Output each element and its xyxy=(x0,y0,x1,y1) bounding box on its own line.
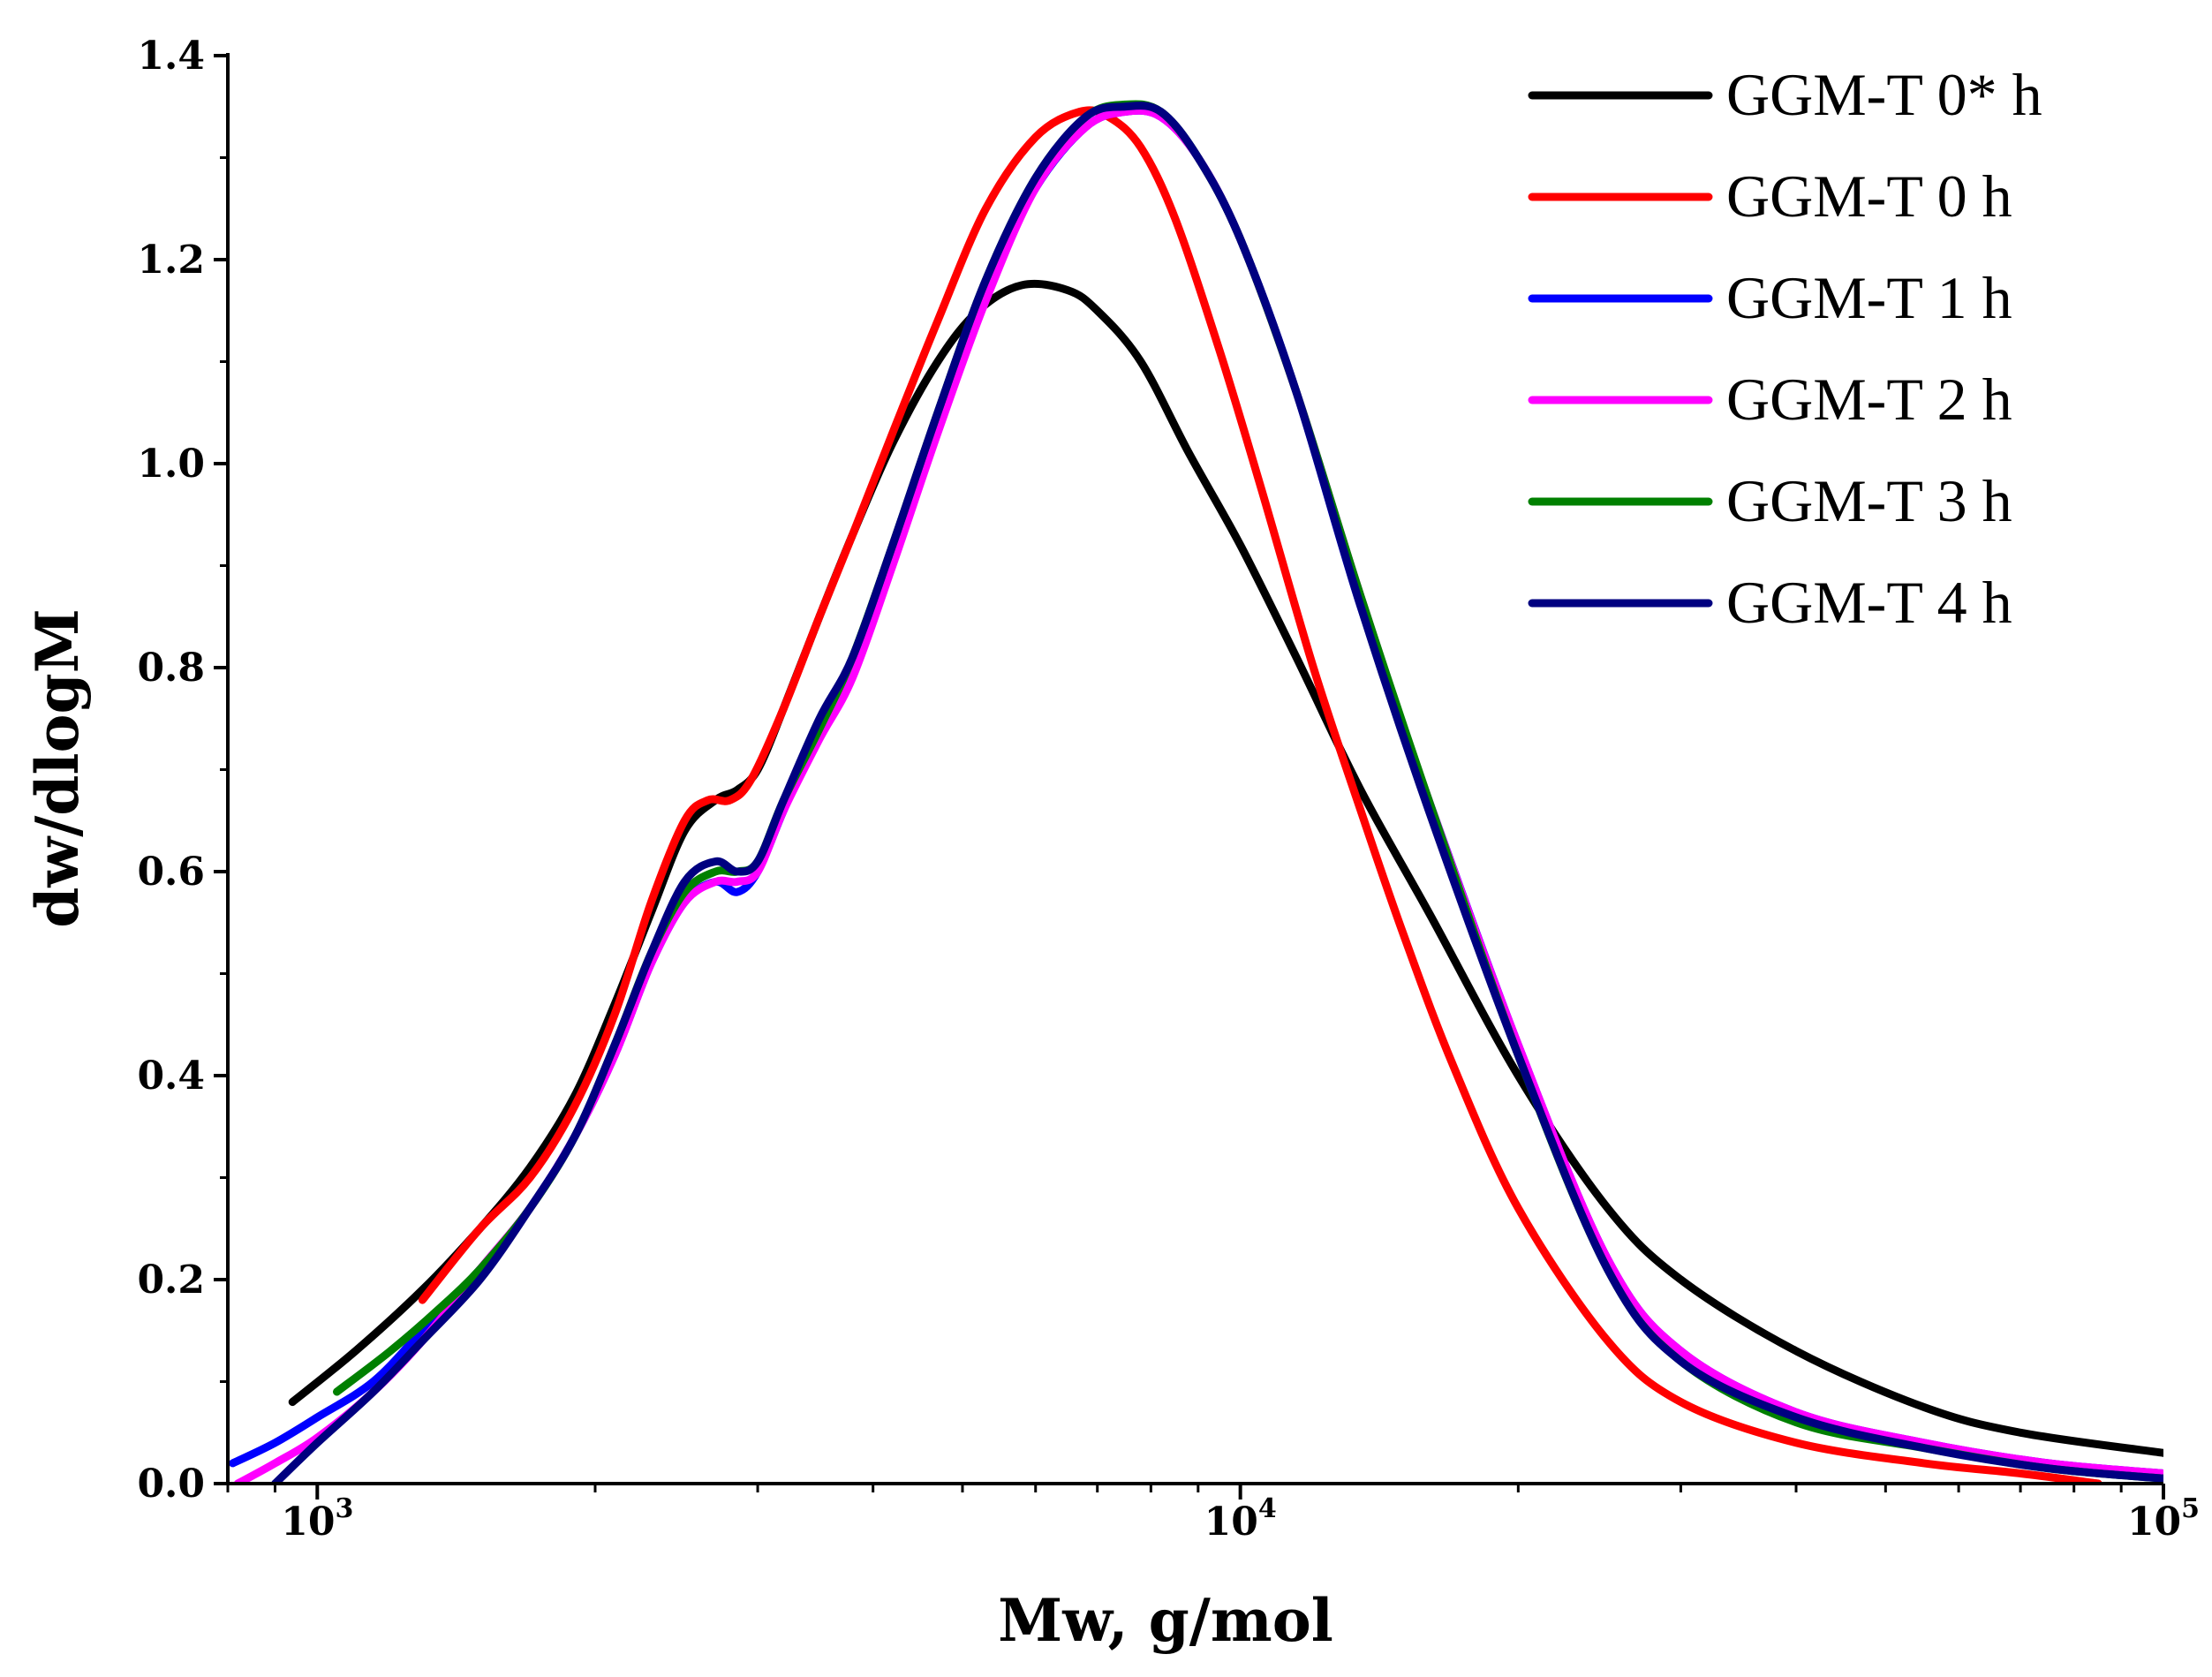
y-axis-title: dw/dlogM xyxy=(23,608,92,928)
legend-label-4: GGM-T 3 h xyxy=(1726,467,2012,534)
y-tick-label: 0.8 xyxy=(137,646,205,691)
axes: 0.0 0.2 0.4 0.6 0.8 1.0 1.2 1.4 103 104 105 xyxy=(137,34,2200,1545)
legend: GGM-T 0* h GGM-T 0 h GGM-T 1 h GGM-T 2 h GGM… xyxy=(1528,61,2042,636)
series-line-0 xyxy=(288,279,2163,1457)
y-tick-label: 1.4 xyxy=(137,34,205,79)
series-line-5 xyxy=(271,102,2163,1484)
series-lines xyxy=(229,100,2163,1484)
x-tick-label: 104 xyxy=(1204,1493,1277,1545)
y-tick-label: 0.0 xyxy=(137,1462,205,1507)
y-tick-label: 0.2 xyxy=(137,1258,205,1303)
y-tick-label: 0.4 xyxy=(137,1054,205,1099)
x-tick-label: 103 xyxy=(281,1493,353,1545)
x-axis-title: Mw, g/mol xyxy=(998,1586,1333,1655)
y-tick-label: 1.2 xyxy=(137,238,205,283)
legend-label-1: GGM-T 0 h xyxy=(1726,162,2012,230)
y-tick-label: 0.6 xyxy=(137,850,205,895)
legend-label-0: GGM-T 0* h xyxy=(1726,61,2042,128)
legend-label-2: GGM-T 1 h xyxy=(1726,264,2012,331)
x-tick-label: 105 xyxy=(2127,1493,2200,1545)
y-tick-label: 1.0 xyxy=(137,442,205,487)
legend-label-5: GGM-T 4 h xyxy=(1726,569,2012,636)
legend-label-3: GGM-T 2 h xyxy=(1726,366,2012,433)
